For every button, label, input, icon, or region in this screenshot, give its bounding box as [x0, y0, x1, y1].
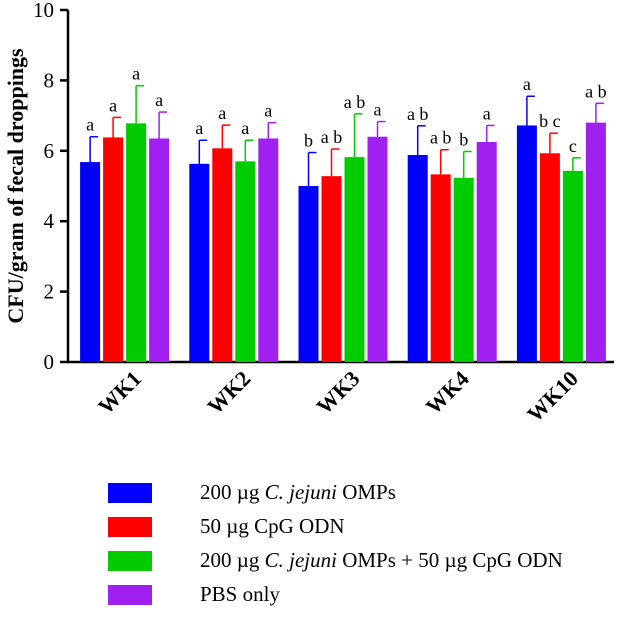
- legend-label: 50 µg CpG ODN: [200, 514, 345, 538]
- significance-letter: a: [155, 90, 163, 110]
- legend-swatch: [108, 517, 152, 537]
- significance-letter: b: [459, 130, 468, 150]
- legend-label: PBS only: [200, 582, 280, 606]
- significance-letter: a b: [344, 92, 366, 112]
- x-tick-label: WK4: [421, 366, 474, 419]
- significance-letter: c: [569, 136, 577, 156]
- y-tick-label: 0: [44, 350, 55, 374]
- significance-letter: a b: [407, 104, 429, 124]
- bar: [258, 138, 279, 362]
- significance-letter: a: [218, 103, 226, 123]
- legend-label: 200 µg C. jejuni OMPs + 50 µg CpG ODN: [200, 548, 563, 572]
- x-tick-label: WK1: [93, 366, 146, 419]
- significance-letter: a: [483, 103, 491, 123]
- significance-letter: a: [374, 100, 382, 120]
- bar: [562, 170, 583, 362]
- significance-letter: a: [109, 95, 117, 115]
- significance-letter: a: [132, 64, 140, 84]
- bar: [321, 176, 342, 362]
- bar: [344, 157, 365, 362]
- bar: [539, 153, 560, 362]
- x-tick-label: WK3: [311, 366, 364, 419]
- bar: [367, 136, 388, 362]
- significance-letter: a: [195, 118, 203, 138]
- bar: [80, 162, 101, 362]
- bar: [298, 186, 319, 362]
- bar: [585, 122, 606, 362]
- y-axis-label: CFU/gram of fecal droppings: [3, 48, 28, 324]
- bar: [476, 142, 497, 362]
- bar: [516, 125, 537, 363]
- legend-swatch: [108, 483, 152, 503]
- significance-letter: b c: [539, 111, 561, 131]
- bar: [430, 174, 451, 362]
- bar: [407, 155, 428, 362]
- significance-letter: a: [241, 118, 249, 138]
- significance-letter: a: [264, 101, 272, 121]
- bar: [126, 123, 147, 363]
- significance-letter: a: [523, 74, 531, 94]
- significance-letter: a: [86, 115, 94, 135]
- bar: [149, 138, 170, 362]
- bar: [189, 163, 210, 362]
- bar: [212, 148, 233, 362]
- x-tick-label: WK2: [202, 366, 255, 419]
- bar: [235, 161, 256, 362]
- bar: [453, 177, 474, 362]
- x-tick-label: WK10: [522, 366, 583, 427]
- y-tick-label: 8: [44, 68, 55, 92]
- y-tick-label: 2: [44, 280, 55, 304]
- y-tick-label: 6: [44, 139, 55, 163]
- significance-letter: a b: [430, 128, 452, 148]
- bar: [103, 137, 124, 362]
- significance-letter: a b: [585, 81, 607, 101]
- legend-swatch: [108, 551, 152, 571]
- y-tick-label: 10: [33, 0, 54, 22]
- significance-letter: a b: [321, 127, 343, 147]
- significance-letter: b: [304, 131, 313, 151]
- legend-label: 200 µg C. jejuni OMPs: [200, 480, 396, 504]
- y-tick-label: 4: [44, 209, 55, 233]
- legend-swatch: [108, 585, 152, 605]
